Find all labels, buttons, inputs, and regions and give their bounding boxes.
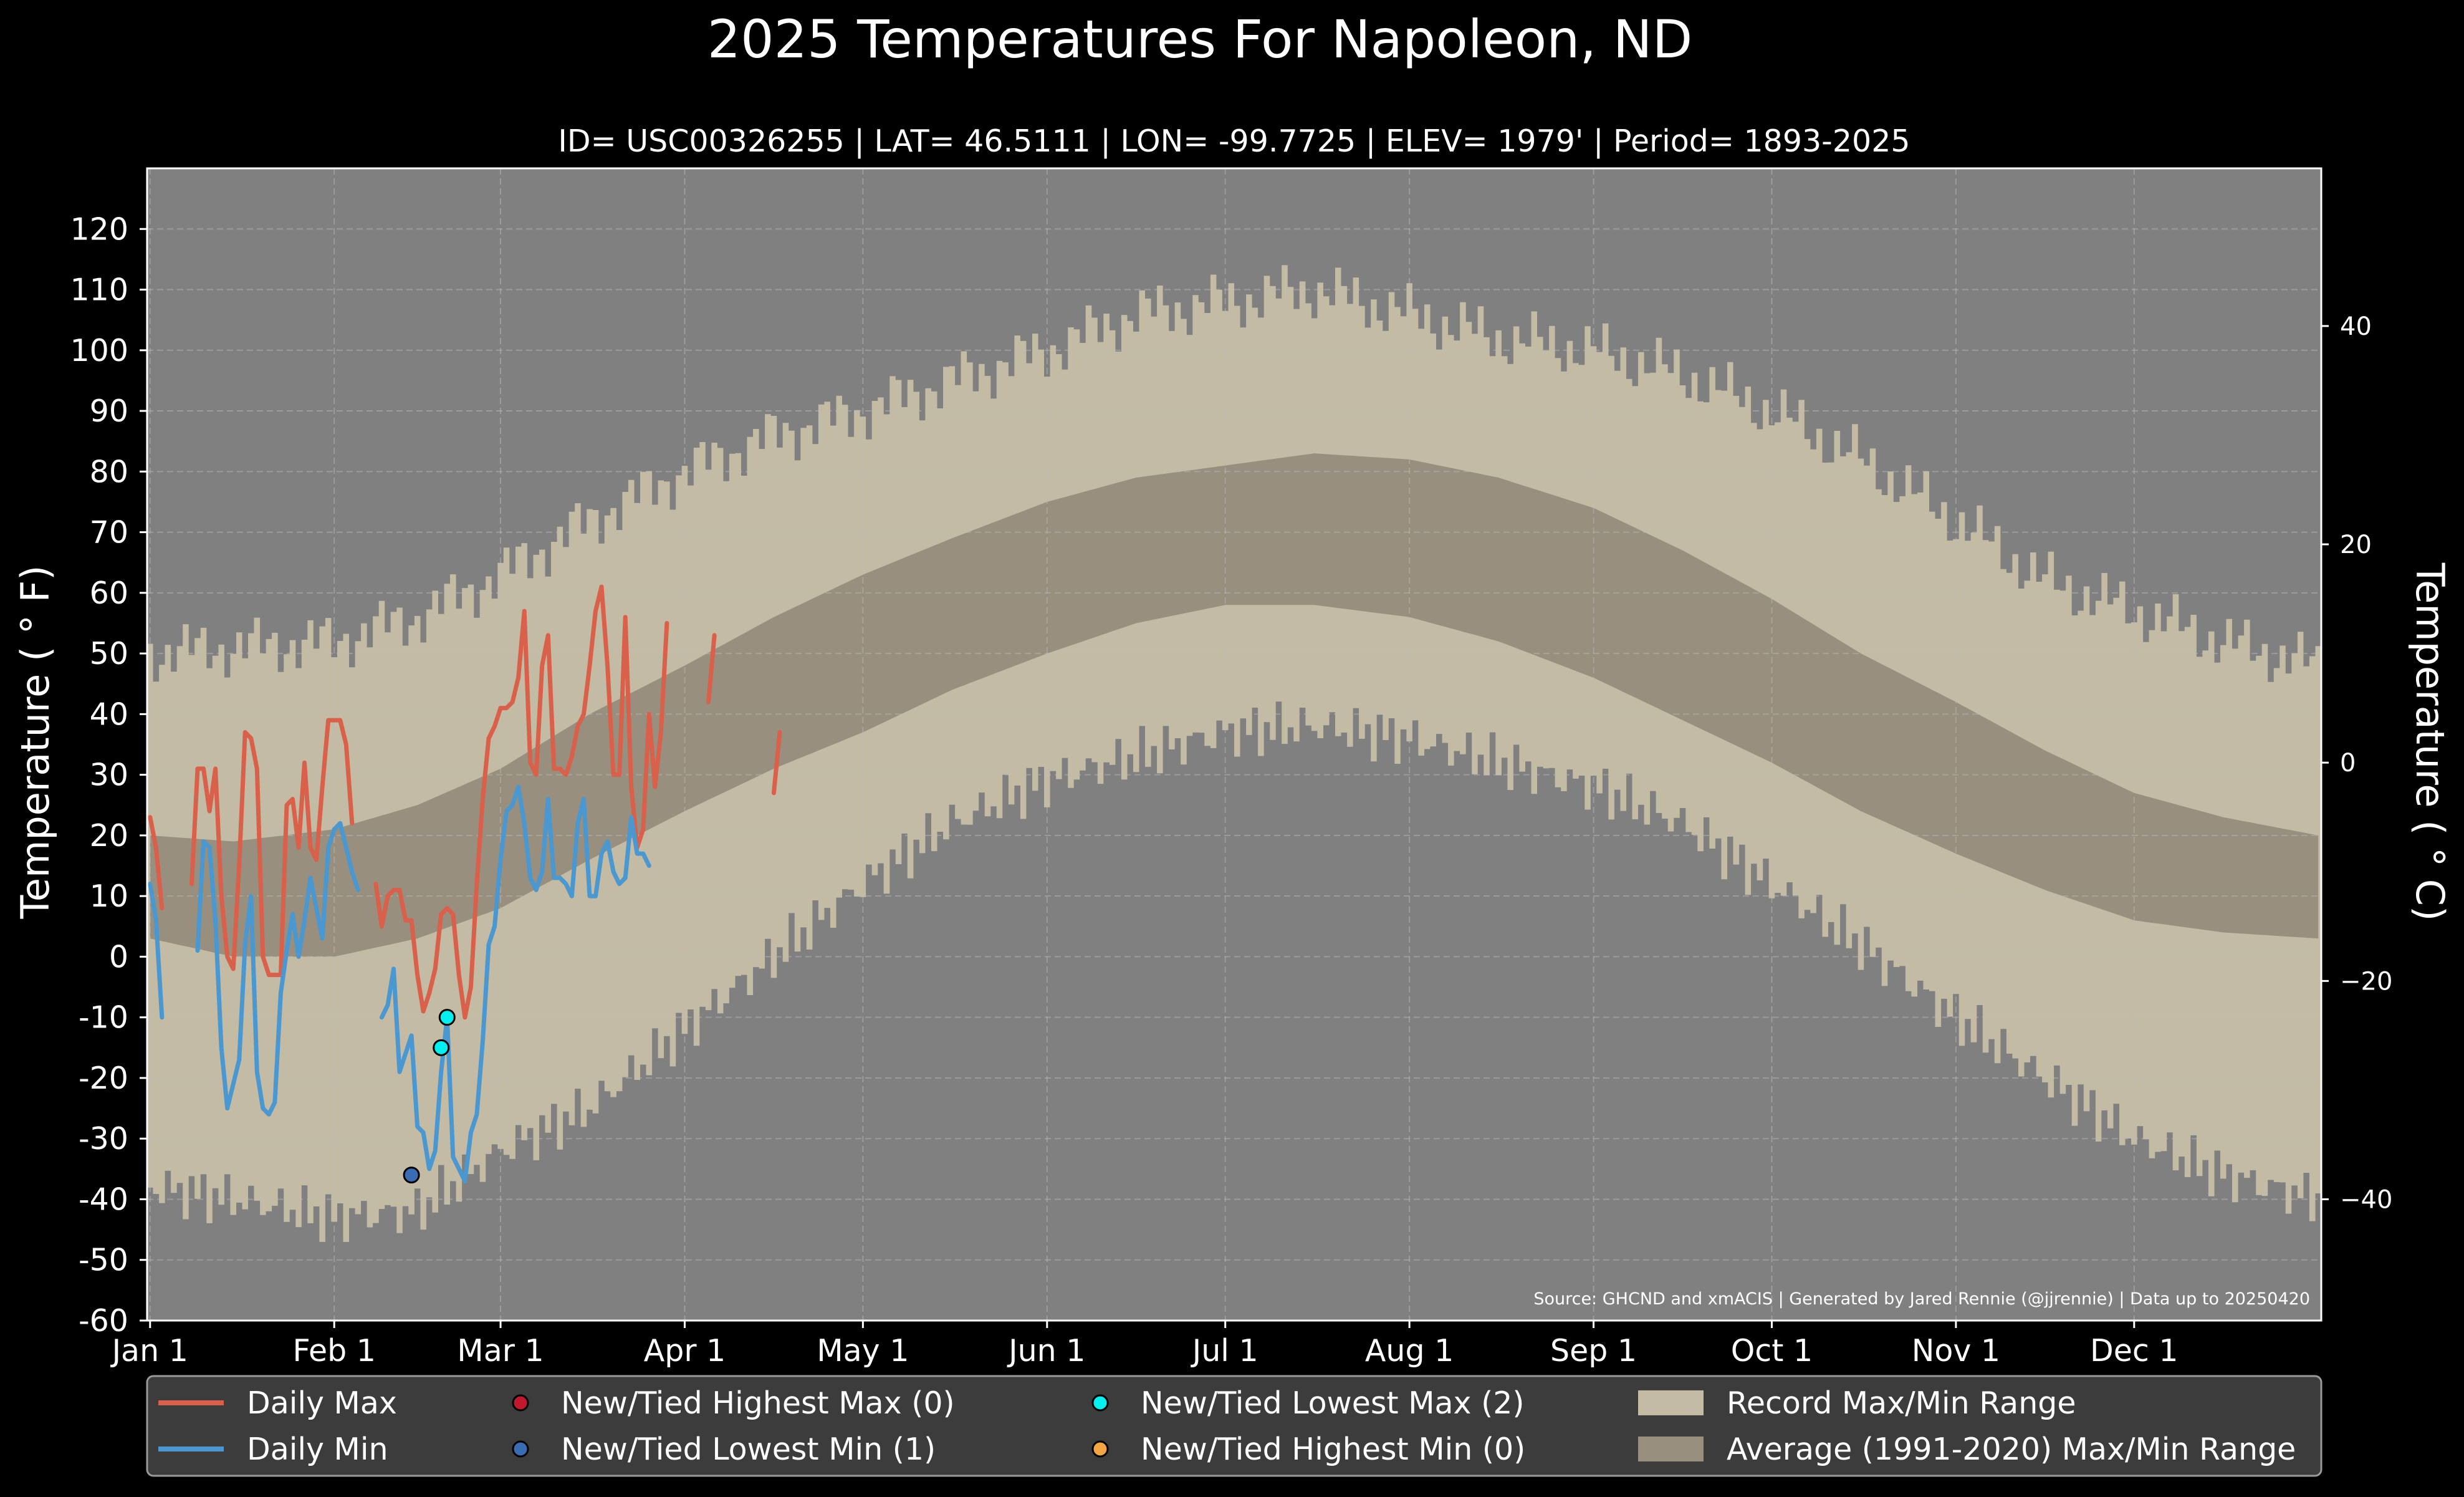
- y-right-tick-label: 0: [2340, 749, 2356, 777]
- y-tick-label: 10: [90, 878, 128, 914]
- legend-patch-swatch: [1638, 1437, 1704, 1461]
- y-tick-label: 110: [70, 272, 128, 308]
- x-tick-label: Jan 1: [110, 1333, 188, 1369]
- legend-label: New/Tied Highest Max (0): [561, 1385, 955, 1421]
- legend-label: New/Tied Lowest Min (1): [561, 1432, 936, 1467]
- legend-marker-swatch: [512, 1440, 529, 1458]
- x-tick-label: Apr 1: [644, 1333, 726, 1369]
- y-tick-label: -50: [79, 1243, 128, 1278]
- record-marker: [438, 1009, 456, 1026]
- daily-max-line: [771, 730, 782, 796]
- legend-marker-swatch: [512, 1394, 529, 1412]
- x-tick-label: Jun 1: [1007, 1333, 1085, 1369]
- daily-max-line: [189, 718, 355, 978]
- x-tick-label: Nov 1: [1912, 1333, 2000, 1369]
- y-tick-label: -20: [79, 1061, 128, 1096]
- y-tick-label: 100: [70, 333, 128, 368]
- y-tick-label: 80: [90, 454, 128, 489]
- y-axis-label-right: Temperature ( ° C): [2407, 562, 2453, 922]
- y-axis-label-left: Temperature ( ° F): [12, 566, 58, 920]
- record-marker: [403, 1167, 420, 1184]
- legend-patch-swatch: [1638, 1390, 1704, 1415]
- x-tick-label: Dec 1: [2090, 1333, 2179, 1369]
- y-tick-label: 30: [90, 758, 128, 793]
- y-tick-label: 60: [90, 575, 128, 611]
- x-tick-label: Aug 1: [1365, 1333, 1454, 1369]
- y-tick-label: -40: [79, 1182, 128, 1217]
- legend-label: Average (1991-2020) Max/Min Range: [1727, 1432, 2296, 1467]
- record-marker: [433, 1039, 450, 1056]
- y-tick-label: -30: [79, 1121, 128, 1157]
- y-right-tick-label: 20: [2340, 531, 2372, 559]
- x-tick-label: Feb 1: [292, 1333, 376, 1369]
- x-tick-label: Mar 1: [457, 1333, 544, 1369]
- plot-frame: [146, 167, 2323, 1322]
- y-tick-label: 120: [70, 211, 128, 247]
- chart-title: 2025 Temperatures For Napoleon, ND: [707, 9, 1693, 70]
- legend-label: Record Max/Min Range: [1727, 1385, 2076, 1421]
- x-tick-label: Jul 1: [1191, 1333, 1258, 1369]
- legend-label: Daily Max: [247, 1385, 397, 1421]
- record-range-area: [147, 265, 2321, 1242]
- y-tick-label: 40: [90, 696, 128, 732]
- legend-label: New/Tied Highest Min (0): [1141, 1432, 1525, 1467]
- y-right-tick-label: −20: [2340, 967, 2392, 996]
- y-tick-label: 50: [90, 636, 128, 671]
- daily-min-line: [148, 882, 165, 1020]
- average-range-band: [150, 453, 2319, 957]
- daily-max-line: [148, 815, 165, 911]
- y-tick-label: 0: [109, 939, 128, 975]
- daily-max-line: [706, 633, 717, 705]
- y-tick-label: 70: [90, 515, 128, 551]
- y-right-tick-label: 40: [2340, 312, 2372, 341]
- source-note: Source: GHCND and xmACIS | Generated by …: [1533, 1289, 2310, 1309]
- daily-min-line: [379, 784, 651, 1183]
- legend-label: New/Tied Lowest Max (2): [1141, 1385, 1525, 1421]
- y-tick-label: -60: [79, 1303, 128, 1339]
- x-tick-label: Sep 1: [1550, 1333, 1637, 1369]
- plot-area: [147, 168, 2321, 1321]
- legend: Daily Max Daily Min New/Tied Highest Max (…: [146, 1375, 2323, 1477]
- y-tick-label: -10: [79, 1000, 128, 1036]
- y-right-tick-label: −40: [2340, 1185, 2392, 1214]
- legend-marker-swatch: [1091, 1394, 1109, 1412]
- daily-max-line: [373, 584, 669, 1020]
- y-tick-label: 20: [90, 818, 128, 854]
- y-tick-label: 90: [90, 393, 128, 429]
- legend-label: Daily Min: [247, 1432, 388, 1467]
- legend-box: [146, 1375, 2323, 1477]
- axes: -60 -50 -40 -30 -20 -10 0 10 20 30 40 50 60 70 80 90 100…: [70, 167, 2392, 1369]
- chart-subtitle: ID= USC00326255 | LAT= 46.5111 | LON= -9…: [558, 123, 1910, 159]
- legend-marker-swatch: [1091, 1440, 1109, 1458]
- daily-min-line: [195, 821, 360, 1117]
- x-tick-label: May 1: [817, 1333, 909, 1369]
- x-tick-label: Oct 1: [1731, 1333, 1813, 1369]
